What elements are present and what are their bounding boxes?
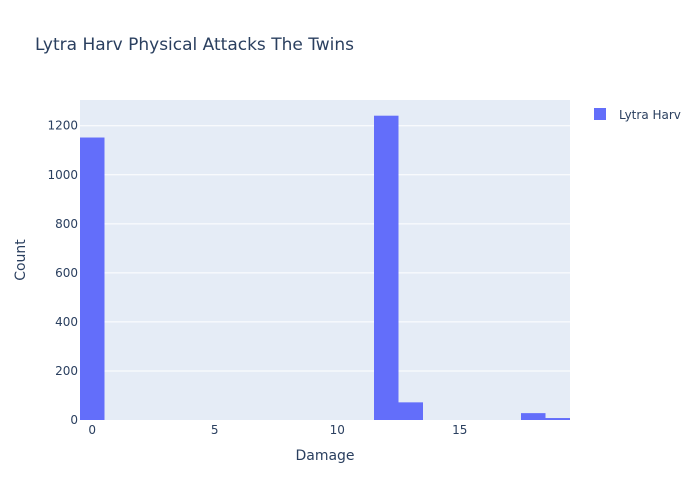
histogram-bar[interactable]: [374, 115, 399, 421]
legend-swatch: [594, 108, 606, 120]
plot-area: [80, 100, 570, 420]
bars: [80, 115, 571, 421]
x-tick-label: 10: [330, 423, 345, 437]
y-tick-label: 600: [55, 266, 78, 280]
x-tick-label: 0: [88, 423, 96, 437]
x-tick-label: 5: [211, 423, 219, 437]
histogram-bar[interactable]: [521, 413, 546, 420]
grid-lines: [80, 125, 570, 372]
y-axis-title: Count: [13, 239, 29, 281]
chart-title: Lytra Harv Physical Attacks The Twins: [35, 35, 354, 55]
x-tick-label: 15: [452, 423, 467, 437]
legend[interactable]: Lytra Harv: [594, 108, 681, 122]
y-axis-ticks: 0 200 400 600 800 1000 1200: [47, 119, 78, 427]
histogram-bar[interactable]: [398, 402, 424, 420]
legend-label: Lytra Harv: [619, 108, 681, 122]
x-axis-ticks: 0 5 10 15: [88, 423, 467, 437]
y-tick-label: 0: [70, 413, 78, 427]
y-tick-label: 400: [55, 315, 78, 329]
y-tick-label: 1000: [47, 168, 78, 182]
y-tick-label: 1200: [47, 119, 78, 133]
histogram-bar[interactable]: [545, 418, 571, 420]
y-tick-label: 200: [55, 364, 78, 378]
y-tick-label: 800: [55, 217, 78, 231]
x-axis-title: Damage: [295, 448, 354, 464]
histogram-bar[interactable]: [80, 137, 105, 420]
